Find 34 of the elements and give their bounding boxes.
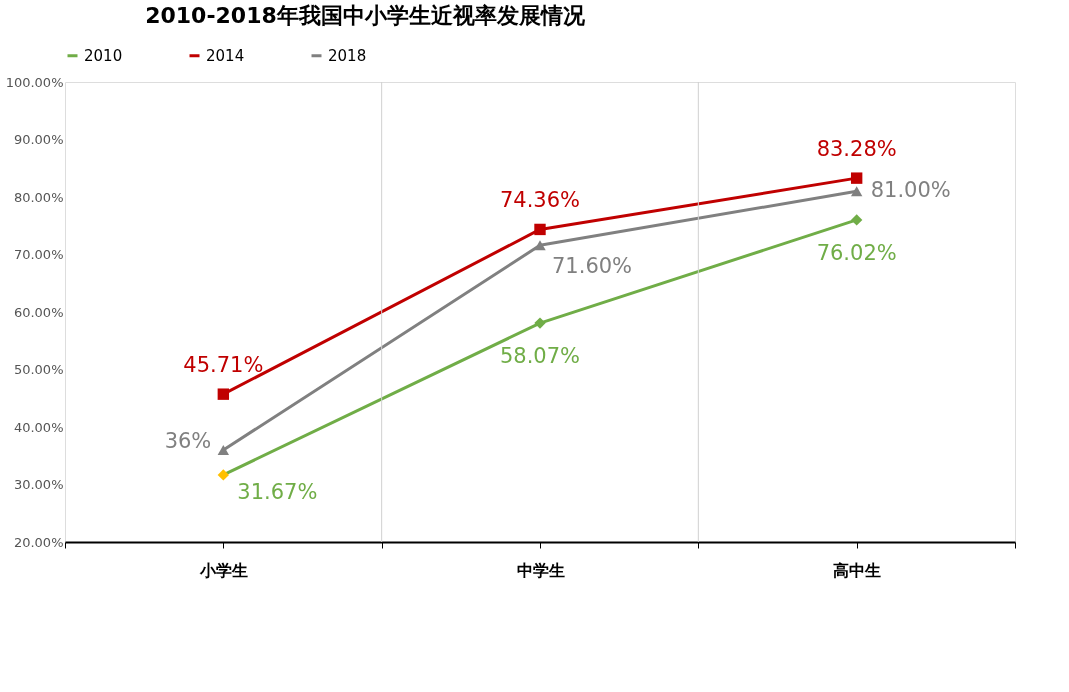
point xyxy=(534,240,546,251)
y-tick-label: 60.00% xyxy=(13,304,64,320)
point xyxy=(850,214,863,226)
data-label: 83.28% xyxy=(816,137,897,162)
x-tick-label: 小学生 xyxy=(198,560,248,580)
y-tick-label: 40.00% xyxy=(13,419,64,435)
data-label: 58.07% xyxy=(499,344,581,369)
y-tick-label: 20.00% xyxy=(13,534,64,550)
point xyxy=(534,223,546,236)
y-tick-label: 70.00% xyxy=(13,247,64,262)
data-label: 76.02% xyxy=(816,240,897,265)
data-label: 36% xyxy=(164,429,212,453)
point xyxy=(217,469,230,481)
legend-label: 2018 xyxy=(328,46,367,65)
data-label: 45.71% xyxy=(183,353,264,378)
y-tick-label: 90.00% xyxy=(13,132,64,147)
y-tick-label: 100.00% xyxy=(5,74,64,90)
legend-label: 2010 xyxy=(84,46,123,65)
data-label: 74.36% xyxy=(499,188,581,213)
point xyxy=(534,317,546,329)
point xyxy=(850,172,863,184)
data-label: 71.60% xyxy=(552,254,633,279)
chart-title: 2010-2018年我国中小学生近视率发展情况 xyxy=(145,3,586,28)
point xyxy=(217,445,230,455)
data-label: 81.00% xyxy=(870,178,951,203)
x-tick-label: 高中生 xyxy=(833,560,882,580)
point xyxy=(850,186,863,197)
x-tick-label: 中学生 xyxy=(516,560,565,580)
point xyxy=(217,388,230,400)
y-tick-label: 30.00% xyxy=(13,477,64,492)
y-tick-label: 80.00% xyxy=(13,189,64,205)
data-label: 31.67% xyxy=(237,479,318,504)
y-tick-label: 50.00% xyxy=(13,362,64,377)
legend-label: 2014 xyxy=(206,46,245,65)
